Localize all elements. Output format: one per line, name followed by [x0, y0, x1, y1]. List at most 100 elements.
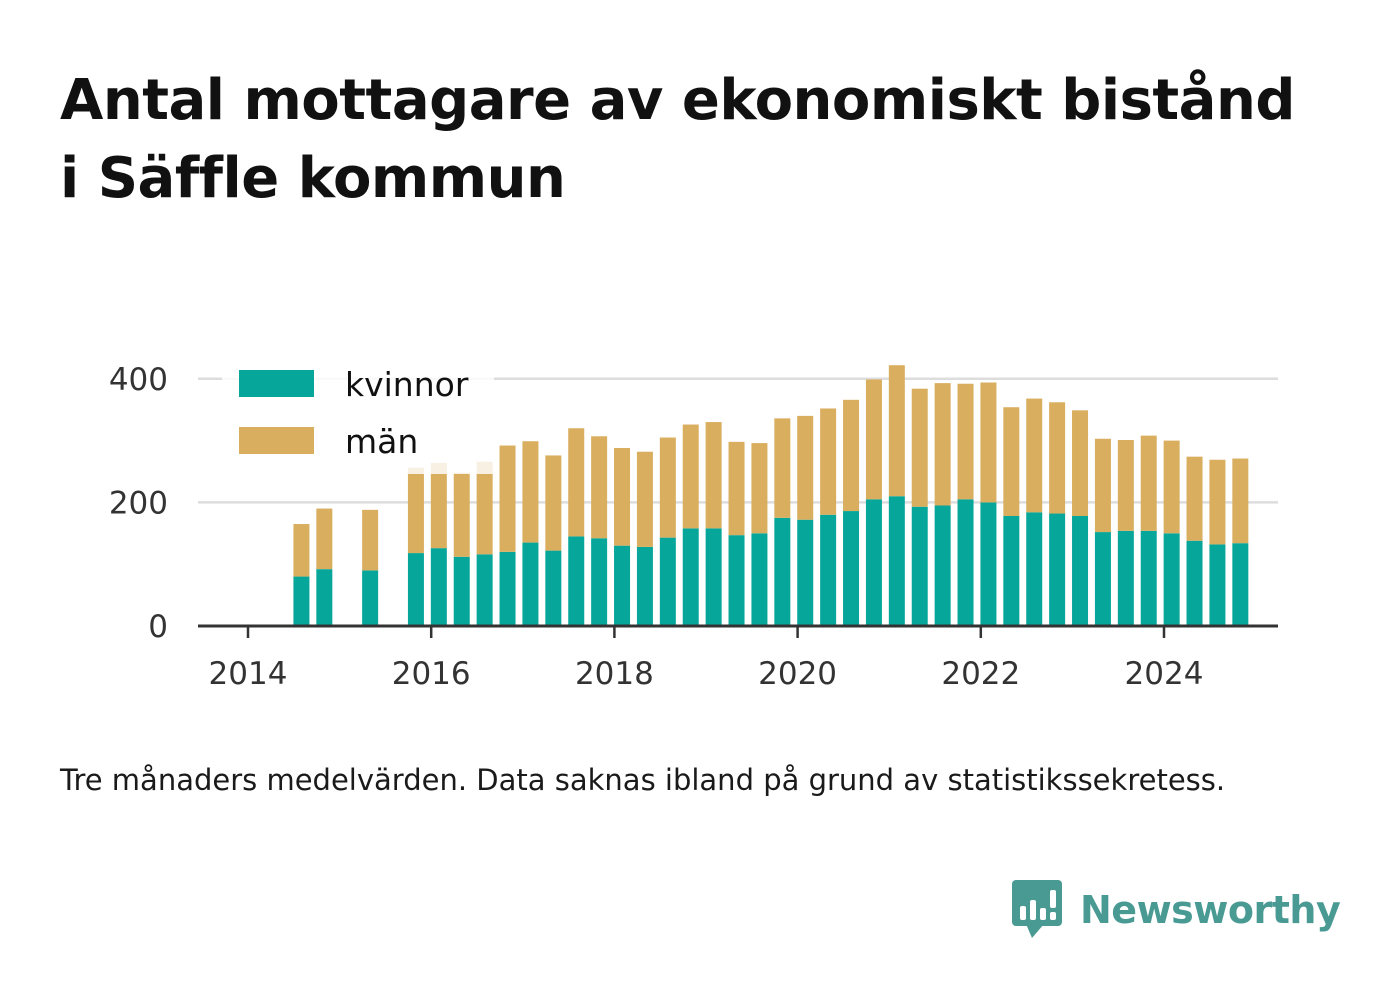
bar-man-2015-11: [407, 467, 424, 554]
y-tick-label-200: 200: [109, 485, 168, 521]
bar-kvinnor-2019-02: [705, 528, 722, 626]
bar-chart-bubble-icon: [1012, 880, 1062, 938]
x-tick-label-2020: 2020: [758, 656, 837, 692]
bar-kvinnor-2023-08: [1117, 530, 1134, 626]
y-axis-ticks: 0 200 400: [109, 362, 168, 645]
bar-kvinnor-2022-05: [1003, 515, 1020, 626]
bar-man-2020-11: [865, 379, 882, 500]
bar-kvinnor-2021-08: [934, 505, 951, 626]
bar-kvinnor-2024-02: [1163, 533, 1180, 626]
bar-man-2018-02: [614, 448, 631, 546]
bar-man-2022-11: [1049, 402, 1066, 514]
bar-kvinnor-2016-05: [453, 556, 470, 626]
bar-kvinnor-2014-08: [293, 576, 310, 626]
bar-man-2016-11: [499, 445, 516, 552]
bar-man-2016-02: [430, 462, 447, 549]
bar-man-2021-02: [888, 365, 905, 497]
bar-kvinnor-2019-11: [774, 517, 791, 626]
bar-kvinnor-2015-05: [362, 570, 379, 626]
bar-man-2024-02: [1163, 440, 1180, 534]
chart-title: Antal mottagare av ekonomiskt bistånd i …: [60, 68, 1295, 211]
bar-kvinnor-2016-08: [476, 554, 493, 626]
bar-man-2023-05: [1094, 438, 1111, 533]
bar-man-2022-02: [980, 382, 997, 503]
x-tick-label-2018: 2018: [575, 656, 654, 692]
bar-kvinnor-2023-05: [1094, 532, 1111, 626]
bar-man-2018-05: [636, 451, 653, 547]
bar-kvinnor-2018-08: [659, 537, 676, 626]
bar-man-2021-11: [957, 383, 974, 500]
bar-kvinnor-2021-11: [957, 499, 974, 626]
bar-man-2018-11: [682, 424, 699, 529]
bar-kvinnor-2019-05: [728, 535, 745, 626]
bar-man-2014-08: [293, 524, 310, 577]
bar-man-2019-05: [728, 441, 745, 536]
bar-kvinnor-2017-08: [568, 536, 585, 626]
bar-man-2021-08: [934, 383, 951, 506]
bar-man-2016-05: [453, 472, 470, 557]
y-tick-label-400: 400: [109, 362, 168, 398]
bar-man-2014-11: [316, 508, 333, 570]
bar-man-2015-05: [362, 509, 379, 571]
bar-man-2020-02: [797, 415, 814, 520]
bar-kvinnor-2017-11: [591, 538, 608, 626]
bar-kvinnor-2020-08: [843, 511, 860, 626]
bar-kvinnor-2022-08: [1026, 512, 1043, 626]
bar-kvinnor-2022-02: [980, 502, 997, 626]
bar-man-2020-08: [843, 399, 860, 512]
x-tick-label-2014: 2014: [209, 656, 288, 692]
bar-kvinnor-2021-02: [888, 496, 905, 626]
bar-man-2019-02: [705, 422, 722, 529]
bar-kvinnor-2024-11: [1232, 543, 1249, 626]
legend-swatch-män: [239, 427, 314, 454]
legend: kvinnor män: [222, 350, 494, 474]
bar-man-2018-08: [659, 437, 676, 538]
bar-kvinnor-2021-05: [911, 506, 928, 626]
bar-man-2024-05: [1186, 456, 1203, 541]
bar-kvinnor-2016-11: [499, 551, 516, 626]
caption: Tre månaders medelvärden. Data saknas ib…: [60, 763, 1226, 797]
bar-man-2019-08: [751, 443, 768, 534]
brand-name: Newsworthy: [1080, 888, 1341, 932]
bar-kvinnor-2020-05: [820, 514, 837, 626]
bar-man-2017-05: [545, 455, 562, 551]
bar-man-2023-08: [1117, 439, 1134, 531]
bar-man-2017-02: [522, 441, 539, 543]
bar-man-2021-05: [911, 388, 928, 507]
bar-kvinnor-2023-11: [1140, 530, 1157, 626]
bar-kvinnor-2018-05: [636, 546, 653, 626]
bars: [293, 365, 1249, 626]
newsworthy-logo[interactable]: Newsworthy: [1010, 878, 1341, 942]
bar-man-2023-02: [1072, 410, 1089, 516]
x-tick-label-2016: 2016: [392, 656, 471, 692]
bar-kvinnor-2017-02: [522, 542, 539, 626]
bar-kvinnor-2017-05: [545, 550, 562, 626]
bar-kvinnor-2023-02: [1072, 515, 1089, 626]
x-tick-label-2024: 2024: [1125, 656, 1204, 692]
bar-man-2022-05: [1003, 407, 1020, 516]
bar-kvinnor-2018-02: [614, 545, 631, 626]
bar-man-2016-08: [476, 461, 493, 555]
bar-kvinnor-2024-05: [1186, 540, 1203, 626]
bar-kvinnor-2018-11: [682, 528, 699, 626]
bar-kvinnor-2024-08: [1209, 544, 1226, 626]
bar-kvinnor-2020-02: [797, 519, 814, 626]
bar-man-2024-08: [1209, 459, 1226, 545]
legend-swatch-kvinnor: [239, 370, 314, 397]
bar-man-2022-08: [1026, 398, 1043, 513]
bar-kvinnor-2020-11: [865, 499, 882, 626]
bar-man-2017-11: [591, 436, 608, 539]
bar-man-2019-11: [774, 418, 791, 518]
legend-label-kvinnor: kvinnor: [345, 365, 469, 404]
bar-kvinnor-2014-11: [316, 569, 333, 626]
bar-kvinnor-2022-11: [1049, 513, 1066, 626]
bar-kvinnor-2016-02: [430, 548, 447, 626]
bar-man-2024-11: [1232, 458, 1249, 544]
bar-man-2017-08: [568, 428, 585, 537]
bar-kvinnor-2019-08: [751, 533, 768, 626]
bar-man-2020-05: [820, 408, 837, 515]
y-tick-label-0: 0: [148, 609, 168, 645]
bar-man-2023-11: [1140, 435, 1157, 531]
legend-label-män: män: [345, 422, 418, 461]
